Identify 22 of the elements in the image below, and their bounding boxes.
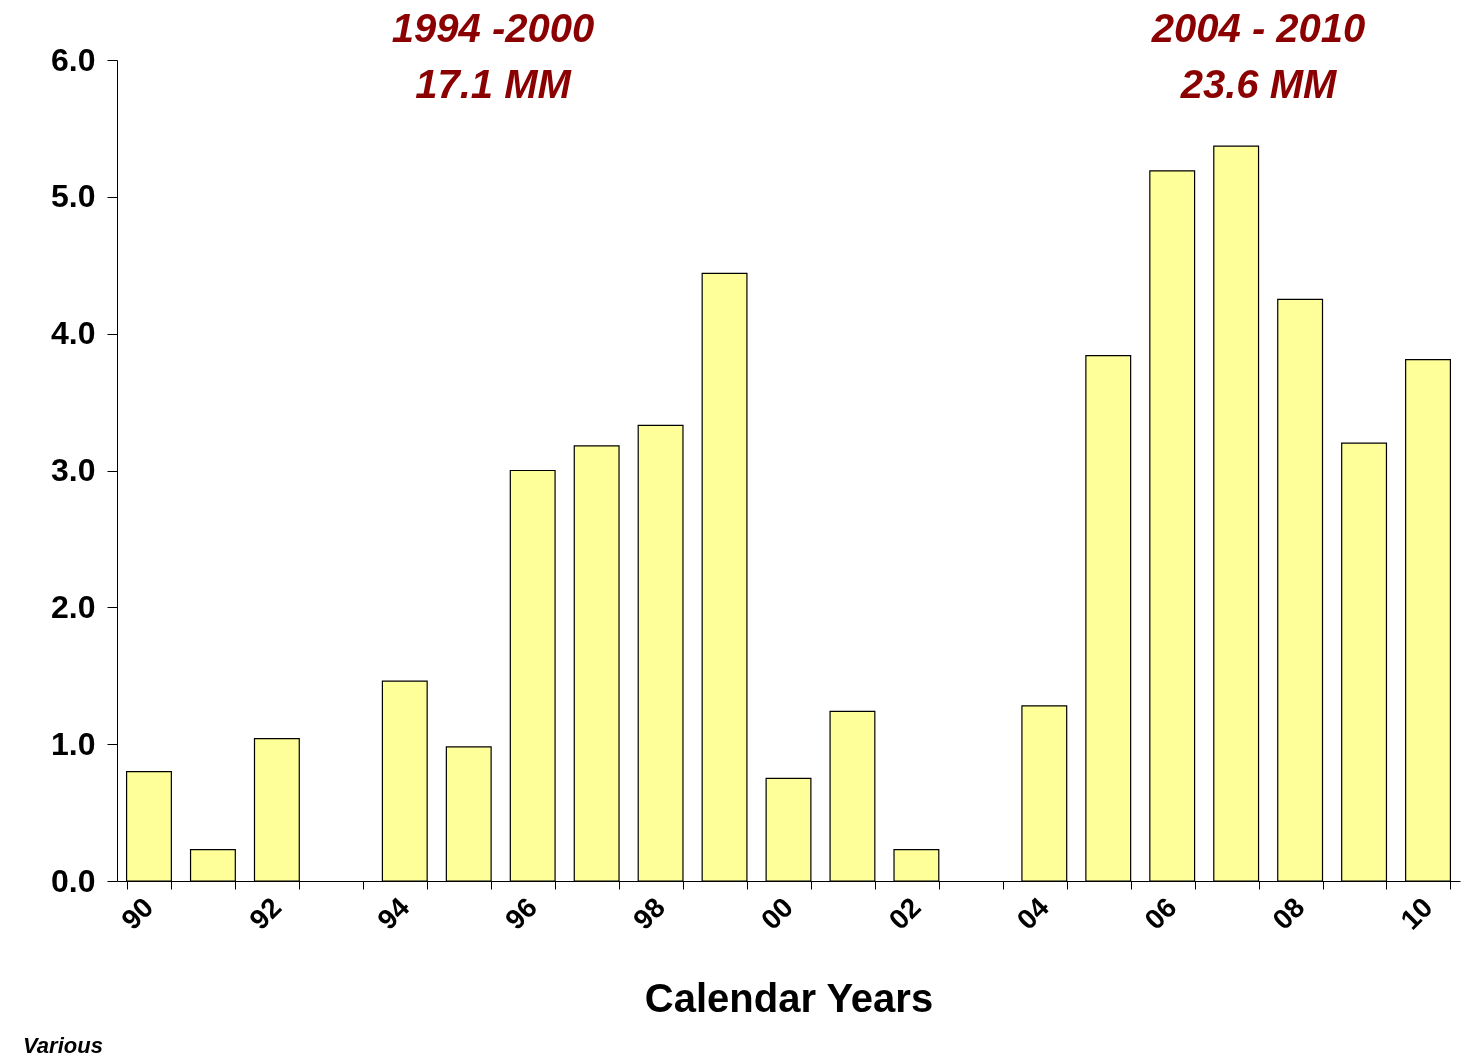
- x-tick-label: 06: [1138, 891, 1183, 936]
- x-tick-label: 94: [371, 891, 416, 936]
- x-tick-label: 90: [115, 891, 160, 936]
- x-tick-label: 96: [499, 891, 544, 936]
- x-tick-label: 92: [243, 891, 288, 936]
- x-tick-label: 10: [1394, 891, 1439, 936]
- annotation: 2004 - 2010 23.6 MM: [1150, 6, 1366, 106]
- x-tick-label: 04: [1010, 891, 1055, 936]
- x-tick-label: 02: [882, 891, 927, 936]
- y-tick-label: 6.0: [51, 41, 96, 78]
- x-axis-title: Calendar Years: [644, 976, 934, 1021]
- text: Various: [22, 1033, 103, 1058]
- x-tick-label: 98: [627, 891, 671, 936]
- y-tick-label: 5.0: [51, 178, 96, 215]
- x-tick-label: 08: [1266, 891, 1311, 936]
- annotation: 1994 -2000 17.1 MM: [391, 6, 595, 106]
- x-tick-label: 00: [754, 891, 799, 936]
- y-tick-label: 2.0: [51, 588, 96, 625]
- y-tick-label: 0.0: [51, 862, 96, 899]
- y-tick-label: 1.0: [51, 725, 96, 762]
- y-tick-label: 3.0: [51, 452, 96, 488]
- y-tick-label: 4.0: [51, 315, 96, 352]
